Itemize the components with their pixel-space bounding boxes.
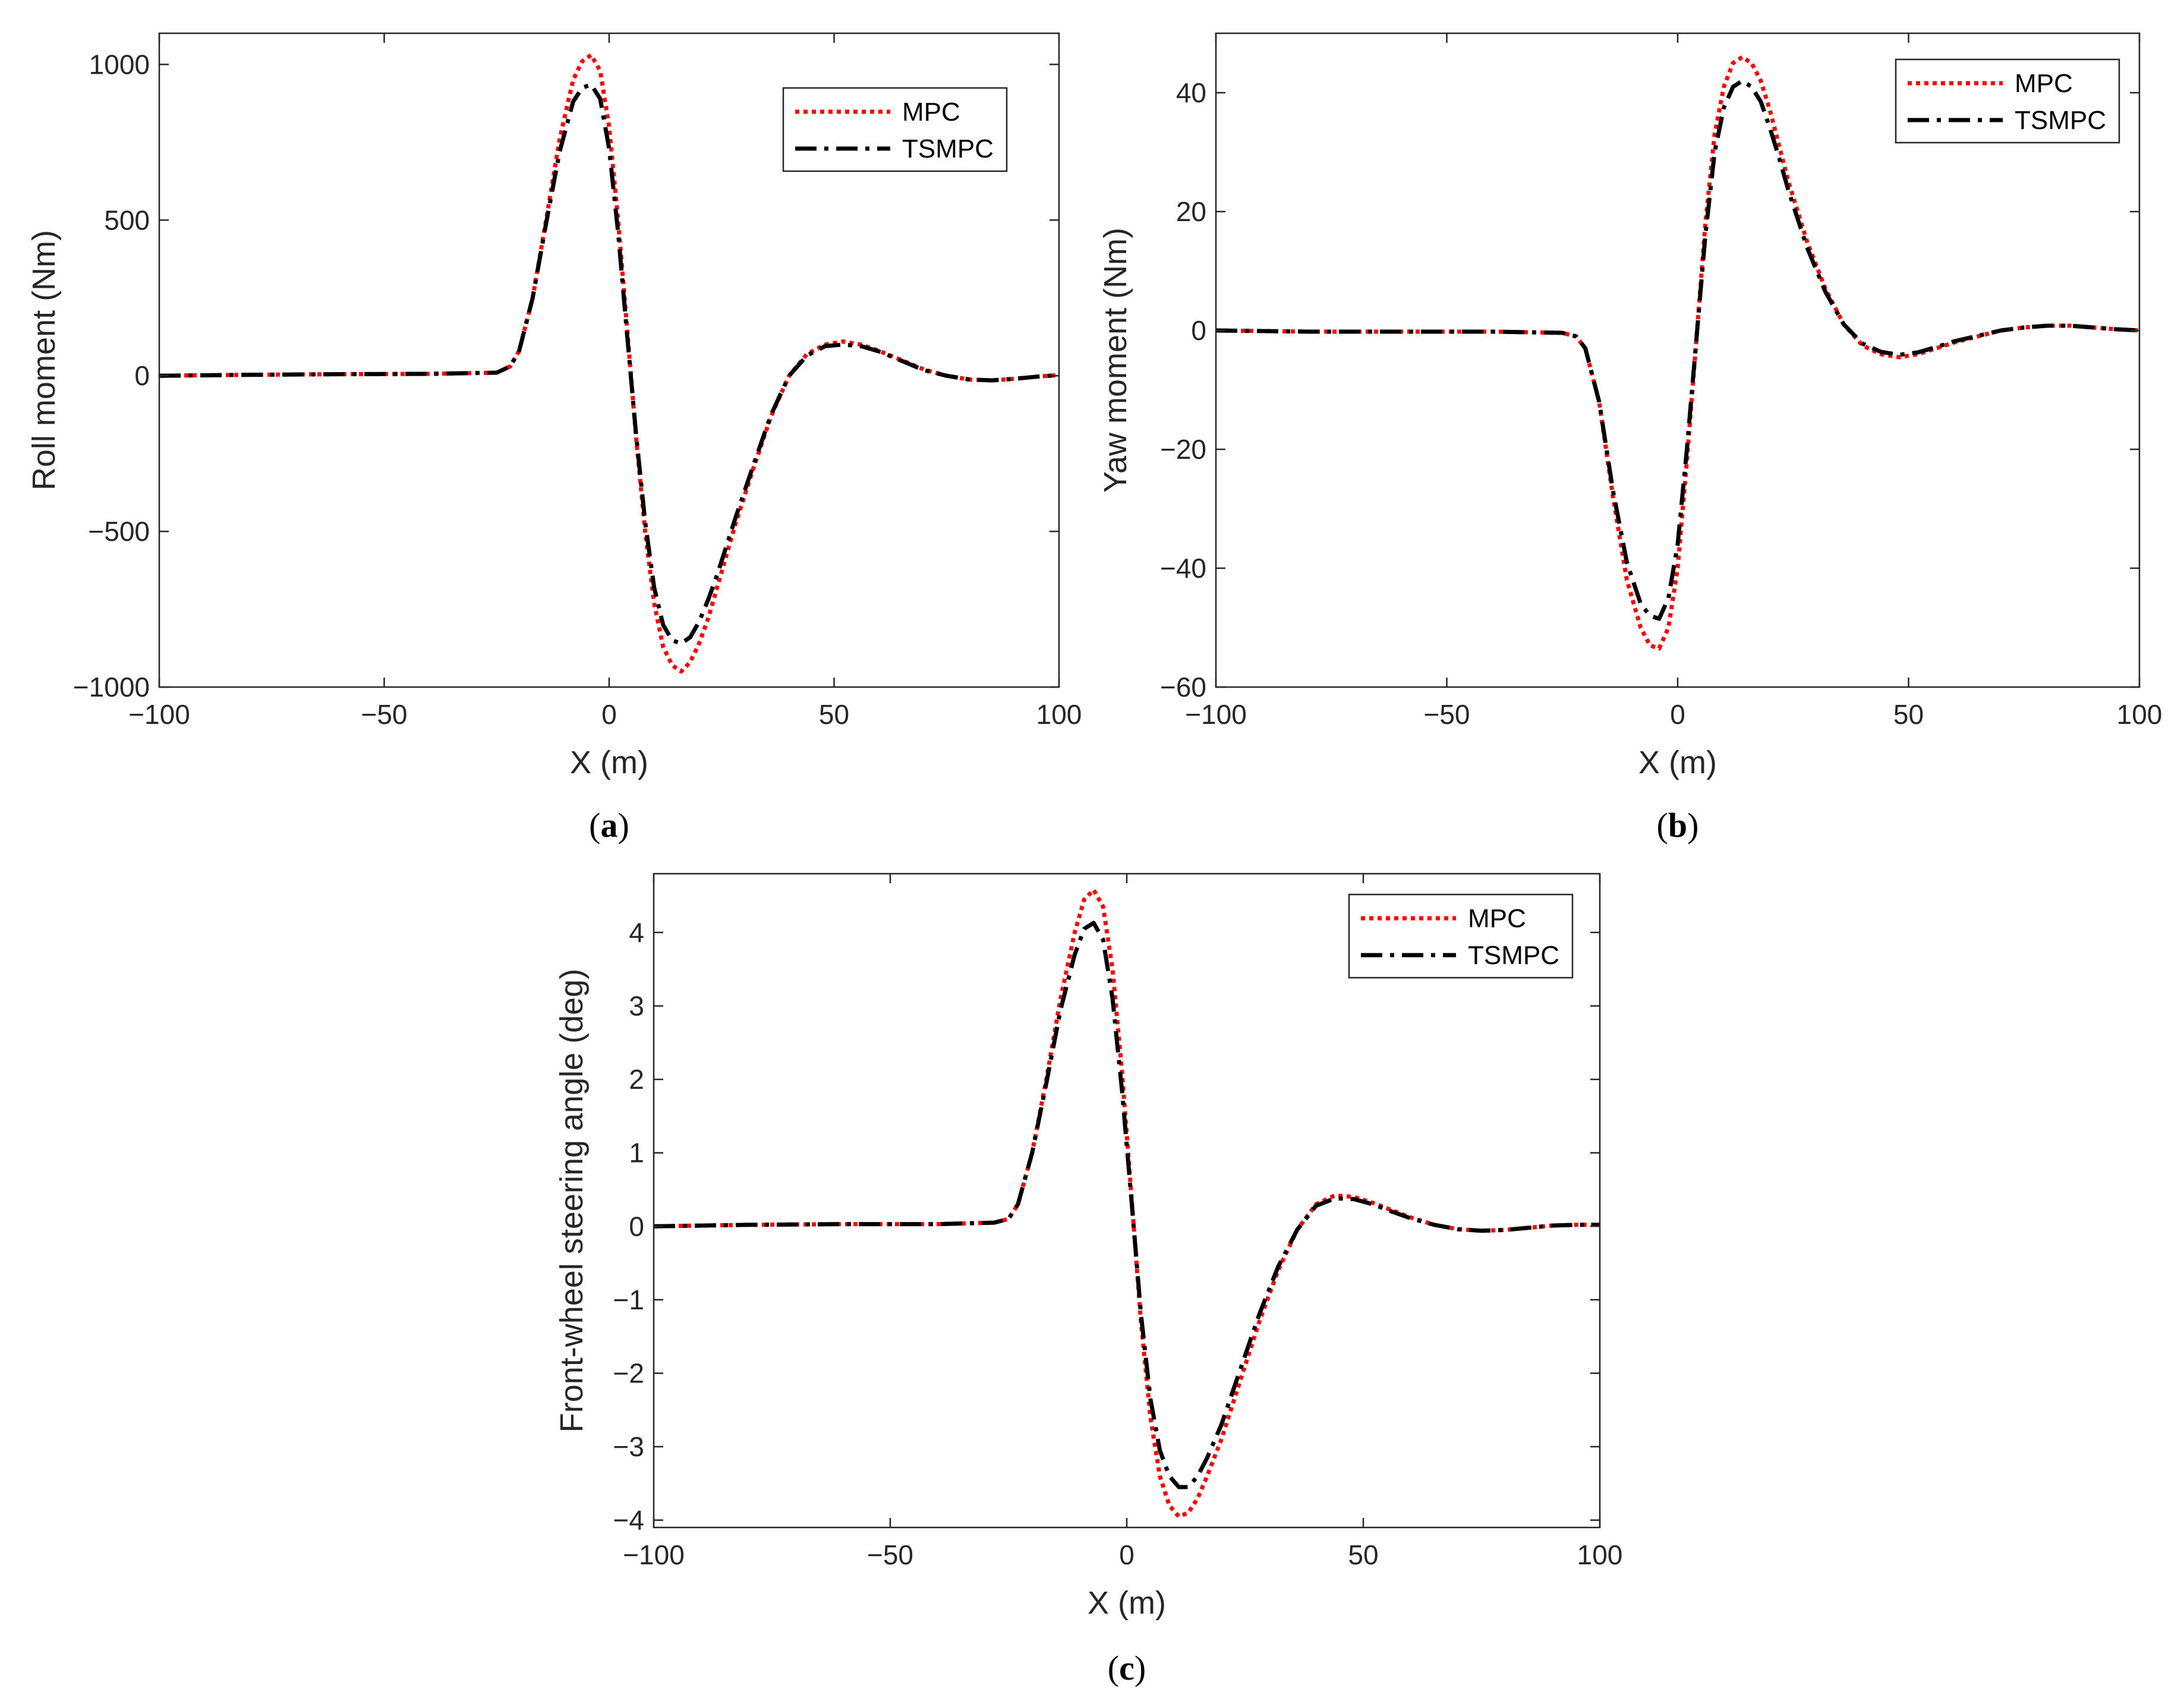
y-tick-label: −1000 bbox=[73, 672, 150, 703]
y-tick-label: 3 bbox=[629, 990, 644, 1021]
x-tick-label: 0 bbox=[1670, 699, 1685, 730]
x-axis-label: X (m) bbox=[1638, 745, 1717, 780]
y-tick-label: 0 bbox=[1191, 315, 1206, 346]
y-tick-label: 0 bbox=[134, 360, 150, 391]
legend-label-tsmpc: TSMPC bbox=[902, 134, 994, 163]
y-tick-label: −4 bbox=[613, 1505, 644, 1536]
chart-panel-c: −100 −50 0 50 100 −4 −3 −2 −1 0 1 2 3 4 X (m) Front-whe… bbox=[554, 873, 1623, 1687]
y-axis-label: Yaw moment (Nm) bbox=[1098, 228, 1133, 493]
series-line-mpc bbox=[1216, 55, 2139, 651]
y-tick-label: 1 bbox=[629, 1138, 644, 1168]
x-axis-label: X (m) bbox=[1088, 1585, 1166, 1621]
x-axis-label: X (m) bbox=[570, 745, 648, 780]
legend-box bbox=[782, 87, 1008, 172]
legend-label-mpc: MPC bbox=[2015, 69, 2073, 98]
caption-open-paren: ( bbox=[1657, 806, 1668, 845]
x-tick-label: 0 bbox=[601, 699, 617, 730]
legend-box bbox=[1895, 58, 2120, 144]
y-tick-label: −2 bbox=[613, 1357, 644, 1388]
caption-close-paren: ) bbox=[1687, 806, 1698, 845]
x-tick-label: 50 bbox=[819, 699, 849, 730]
y-tick-label: 0 bbox=[629, 1211, 644, 1242]
legend-label-tsmpc: TSMPC bbox=[1468, 941, 1559, 970]
legend-label-mpc: MPC bbox=[902, 97, 960, 127]
panel-caption: (b) bbox=[1657, 806, 1699, 845]
series-line-mpc bbox=[654, 887, 1600, 1519]
legend: MPC TSMPC bbox=[1348, 893, 1574, 979]
panel-caption: (c) bbox=[1108, 1649, 1146, 1687]
x-tick-label: 50 bbox=[1893, 699, 1924, 730]
legend-label-mpc: MPC bbox=[1468, 904, 1526, 933]
caption-letter: a bbox=[601, 806, 618, 845]
x-tick-label: −50 bbox=[361, 699, 407, 730]
caption-letter: c bbox=[1119, 1649, 1134, 1687]
legend: MPC TSMPC bbox=[782, 87, 1008, 172]
caption-open-paren: ( bbox=[1108, 1649, 1119, 1687]
panel-caption: (a) bbox=[589, 806, 629, 845]
legend: MPC TSMPC bbox=[1895, 58, 2120, 144]
y-axis-label: Front-wheel steering angle (deg) bbox=[554, 969, 590, 1432]
plot-area bbox=[654, 874, 1600, 1527]
y-tick-label: 20 bbox=[1176, 196, 1206, 227]
caption-close-paren: ) bbox=[1134, 1649, 1146, 1687]
y-axis-label: Roll moment (Nm) bbox=[26, 230, 62, 490]
y-tick-label: −500 bbox=[88, 516, 150, 547]
y-tick-label: 2 bbox=[629, 1064, 644, 1095]
y-tick-label: 500 bbox=[104, 204, 150, 235]
y-tick-label: −60 bbox=[1160, 672, 1206, 703]
legend-label-tsmpc: TSMPC bbox=[2015, 106, 2106, 135]
x-tick-label: 50 bbox=[1348, 1539, 1378, 1570]
x-tick-label: −50 bbox=[867, 1539, 913, 1570]
x-tick-label: 0 bbox=[1119, 1539, 1134, 1570]
y-tick-label: −3 bbox=[613, 1431, 644, 1462]
x-tick-label: 100 bbox=[1036, 699, 1082, 730]
legend-box bbox=[1348, 893, 1574, 979]
y-tick-label: −1 bbox=[613, 1284, 644, 1315]
y-tick-label: 1000 bbox=[89, 49, 150, 80]
y-tick-label: −20 bbox=[1160, 434, 1206, 465]
caption-letter: b bbox=[1668, 806, 1687, 845]
y-tick-label: 40 bbox=[1176, 77, 1206, 108]
x-tick-label: −50 bbox=[1423, 699, 1470, 730]
series-line-tsmpc bbox=[654, 921, 1600, 1489]
series-line-mpc bbox=[159, 53, 1059, 674]
caption-close-paren: ) bbox=[618, 806, 629, 845]
x-tick-label: −100 bbox=[1185, 699, 1247, 730]
series-line-tsmpc bbox=[159, 82, 1059, 646]
x-tick-label: 100 bbox=[1577, 1539, 1623, 1570]
chart-panel-b: −100 −50 0 50 100 −60 −40 −20 0 20 40 X (m) Yaw mome… bbox=[1098, 32, 2163, 845]
caption-open-paren: ( bbox=[589, 806, 600, 845]
x-tick-label: −100 bbox=[623, 1539, 685, 1570]
y-tick-label: 4 bbox=[629, 917, 644, 948]
y-tick-label: −40 bbox=[1160, 553, 1206, 584]
x-tick-label: 100 bbox=[2117, 699, 2163, 730]
x-tick-label: −100 bbox=[128, 699, 190, 730]
